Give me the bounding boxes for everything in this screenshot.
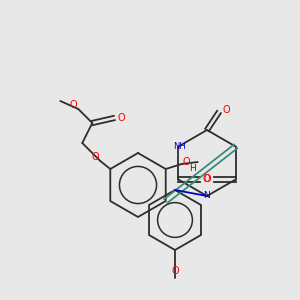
Text: N: N bbox=[204, 191, 210, 200]
Text: O: O bbox=[204, 175, 211, 184]
Text: O: O bbox=[183, 157, 190, 167]
Text: O: O bbox=[92, 152, 99, 162]
Text: NH: NH bbox=[173, 142, 186, 151]
Text: O: O bbox=[203, 175, 210, 184]
Text: O: O bbox=[118, 113, 125, 123]
Text: H: H bbox=[189, 164, 196, 173]
Text: O: O bbox=[171, 266, 179, 276]
Text: O: O bbox=[70, 100, 77, 110]
Text: O: O bbox=[222, 105, 230, 115]
